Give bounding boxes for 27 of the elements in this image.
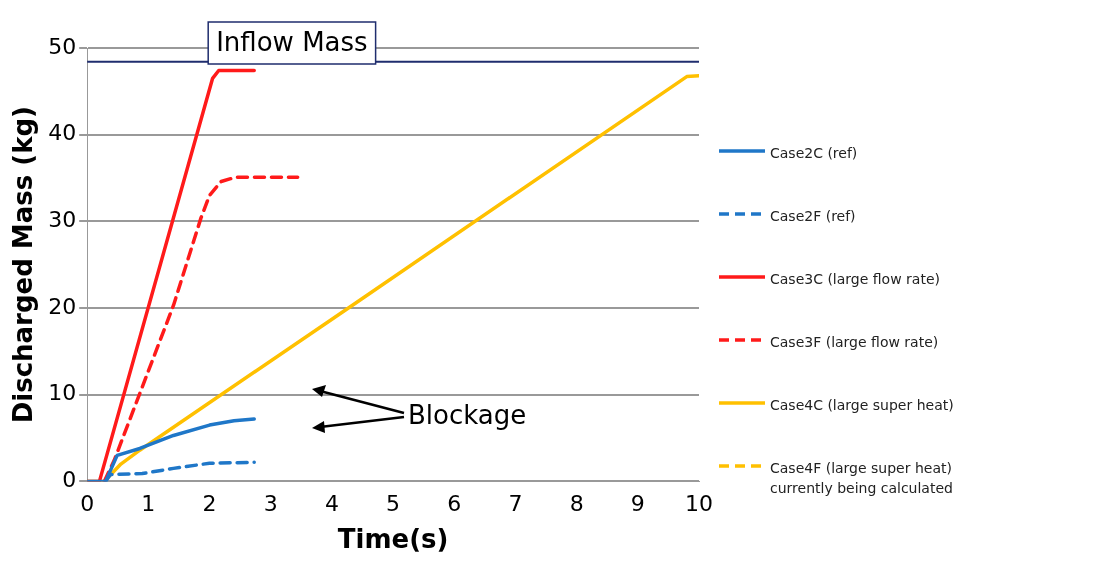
x-tick-label: 3 <box>263 491 278 517</box>
y-tick-label: 0 <box>62 467 77 493</box>
x-tick-label: 0 <box>80 491 95 517</box>
y-tick-label: 10 <box>48 380 77 406</box>
legend-label: Case3F (large flow rate) <box>770 333 939 352</box>
x-tick-label: 10 <box>685 491 713 517</box>
x-tick-label: 2 <box>202 491 217 517</box>
y-tick-label: 20 <box>48 293 77 319</box>
y-tick-label: 40 <box>48 120 77 146</box>
ref-line-label: Inflow Mass <box>216 26 368 57</box>
x-tick-label: 1 <box>141 491 156 517</box>
legend-label: Case3C (large flow rate) <box>770 270 940 289</box>
x-tick-label: 4 <box>324 491 339 517</box>
x-tick-label: 5 <box>386 491 401 517</box>
x-tick-label: 7 <box>508 491 523 517</box>
annotation: Blockage <box>408 399 527 430</box>
legend-label: Case2F (ref) <box>770 207 856 226</box>
x-tick-label: 8 <box>569 491 584 517</box>
x-axis-title: Time(s) <box>337 524 449 555</box>
legend-label: Case2C (ref) <box>770 144 858 163</box>
y-axis-title: Discharged Mass (kg) <box>8 106 39 424</box>
x-tick-label: 9 <box>630 491 645 517</box>
legend-label: Case4F (large super heat) currently being calculated <box>770 459 953 498</box>
y-tick-label: 30 <box>48 207 77 233</box>
x-tick-label: 6 <box>447 491 462 517</box>
legend-label: Case4C (large super heat) <box>770 396 954 415</box>
y-tick-label: 50 <box>48 33 77 59</box>
